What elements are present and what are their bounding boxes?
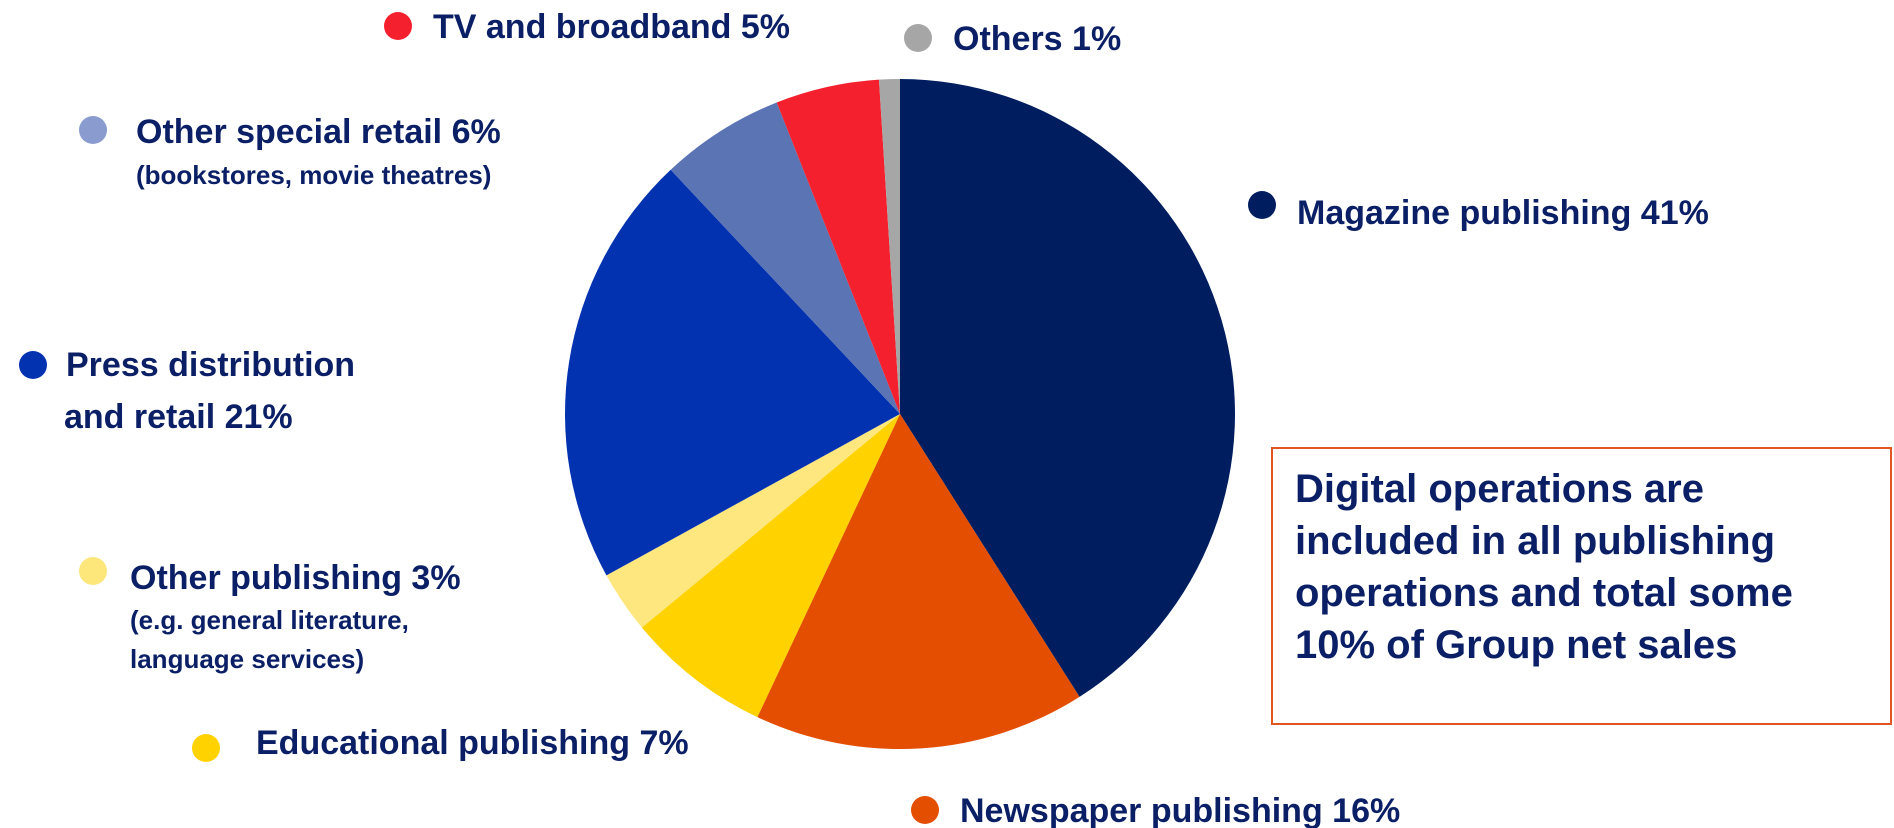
label-magazine: Magazine publishing 41% — [1297, 194, 1709, 232]
label-educational: Educational publishing 7% — [256, 724, 689, 762]
label-press-line1: Press distribution — [66, 346, 355, 384]
label-newspaper: Newspaper publishing 16% — [960, 792, 1400, 828]
legend-dot-other-special-retail — [79, 116, 107, 144]
pie-slices — [565, 79, 1235, 750]
pie-slice-tv-and-broadband — [776, 79, 900, 414]
legend-dot-others — [904, 24, 932, 52]
pie-slice-other-publishing — [606, 414, 900, 628]
pie-slice-educational-publishing — [641, 414, 900, 718]
legend-dot-tv — [384, 12, 412, 40]
label-other-special-retail-sub: (bookstores, movie theatres) — [136, 160, 491, 190]
label-other-special-retail: Other special retail 6% — [136, 113, 501, 151]
label-other-publishing-sub-2: language services) — [130, 644, 364, 674]
legend-dot-other-publishing — [79, 557, 107, 585]
pie-slice-others — [878, 79, 900, 414]
legend-dot-press — [19, 351, 47, 379]
legend-dot-newspaper — [911, 796, 939, 824]
legend-dot-magazine — [1248, 191, 1276, 219]
label-others: Others 1% — [953, 20, 1121, 58]
pie-slice-press-distribution-and-retail — [565, 169, 900, 576]
label-press-line2: and retail 21% — [64, 398, 293, 436]
pie-slice-other-special-retail — [670, 102, 900, 415]
digital-operations-note: Digital operations are included in all p… — [1271, 447, 1892, 725]
label-other-publishing: Other publishing 3% — [130, 559, 461, 597]
legend-dot-educational — [192, 734, 220, 762]
digital-operations-note-text: Digital operations are included in all p… — [1295, 467, 1793, 667]
label-tv: TV and broadband 5% — [433, 8, 790, 46]
pie-slice-newspaper-publishing — [757, 414, 1080, 750]
label-other-publishing-sub-1: (e.g. general literature, — [130, 605, 409, 635]
pie-slice-magazine-publishing — [900, 79, 1235, 697]
